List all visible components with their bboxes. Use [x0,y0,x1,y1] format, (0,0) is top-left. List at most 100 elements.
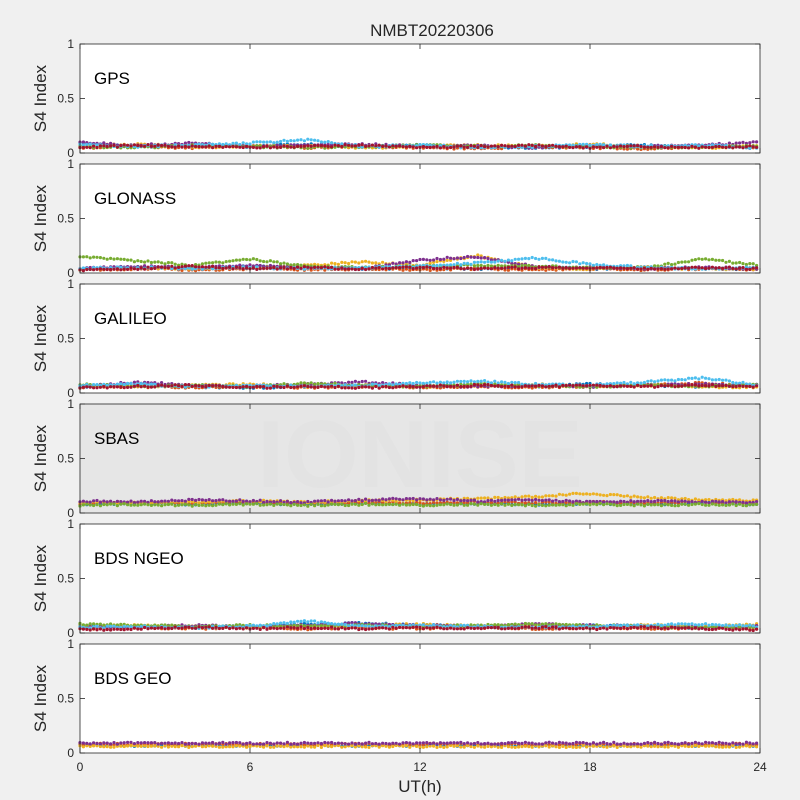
data-point [319,266,323,270]
data-point [537,265,541,269]
data-point [683,145,687,150]
data-point [262,259,266,264]
data-point [357,143,361,147]
data-point [469,262,473,266]
data-point [557,382,562,386]
data-point [724,383,728,387]
data-point [510,144,514,148]
data-point [408,384,412,389]
data-point [197,384,201,388]
data-point [357,261,361,265]
data-point [506,265,510,269]
data-point [241,141,245,145]
data-point [717,144,721,149]
data-point [258,259,262,263]
data-point [109,385,113,389]
data-point [649,379,653,383]
data-point [408,144,412,148]
data-point [615,384,619,389]
data-point [683,260,687,264]
data-point [296,385,300,389]
data-point [183,383,187,387]
data-point [432,258,436,262]
data-point [680,145,684,149]
data-point [211,146,215,150]
data-point [598,142,602,146]
data-point [228,499,232,503]
data-point [676,377,681,382]
data-point [347,501,351,505]
data-point [211,499,215,503]
data-point [748,144,752,148]
data-point [693,497,698,501]
data-point [207,261,211,265]
data-point [680,384,684,388]
data-point [92,255,96,259]
data-point [149,499,153,503]
data-point [445,266,449,270]
data-point [632,385,636,389]
data-point [282,385,286,390]
data-point [268,386,272,390]
data-point [200,498,204,502]
data-point [292,143,296,147]
data-point [146,265,150,269]
data-point [561,260,565,264]
data-point [445,146,449,150]
data-point [503,380,507,384]
data-point [449,145,453,150]
data-point [387,382,391,386]
data-point [170,498,174,502]
data-point [517,257,521,261]
data-point [479,263,483,268]
data-point [251,257,255,261]
data-point [527,384,531,388]
data-point [666,267,670,271]
data-point [445,255,449,259]
data-point [581,384,585,388]
data-point [544,385,548,389]
data-point [265,384,269,388]
data-point [588,492,592,496]
data-point [554,259,558,263]
data-point [445,263,449,267]
data-point [411,259,415,263]
data-point [234,499,238,503]
data-point [503,266,507,270]
data-point [625,384,630,388]
data-point [282,138,286,142]
data-point [292,145,296,149]
data-point [734,384,738,389]
data-point [377,266,381,270]
data-point [479,384,483,388]
data-point [197,145,201,149]
data-point [714,378,718,382]
data-point [251,498,255,503]
data-point [751,140,755,144]
data-point [81,385,85,389]
data-point [370,382,374,386]
data-point [755,384,759,388]
data-point [360,145,364,149]
data-point [734,267,738,271]
data-point [690,258,694,262]
data-point [265,144,269,148]
data-point [367,260,371,264]
data-point [387,385,391,390]
data-point [642,380,647,385]
data-point [653,495,657,500]
data-point [112,257,116,261]
data-point [653,385,657,389]
data-point [299,138,303,142]
data-point [217,498,221,502]
data-point [88,385,92,389]
data-point [394,499,398,503]
data-point [489,381,493,385]
data-point [642,384,647,388]
data-point [714,266,718,270]
data-point [619,144,623,148]
data-point [177,144,181,148]
series-7 [78,264,759,273]
data-point [581,146,585,150]
data-point [316,143,320,148]
